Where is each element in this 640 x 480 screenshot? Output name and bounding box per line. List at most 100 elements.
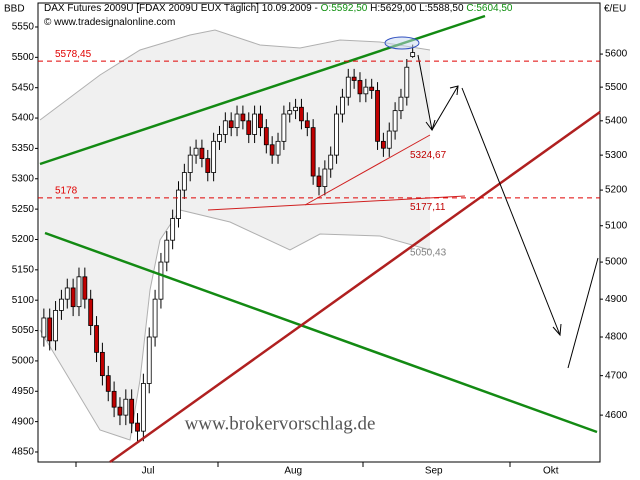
- candle-body: [234, 113, 240, 129]
- annotation: 5050,43: [410, 247, 447, 258]
- candle-body: [99, 351, 105, 377]
- y-tick-label: 4900: [12, 416, 35, 427]
- y2-tick-label: 5600: [605, 49, 628, 60]
- candle-body: [410, 52, 416, 57]
- x-tick-label: Jul: [142, 466, 155, 477]
- x-tick-label: Okt: [543, 466, 559, 477]
- y2-axis-title: €/EU: [604, 4, 626, 15]
- header-title: DAX Futures 2009U [FDAX 2009U EUX Täglic…: [44, 3, 318, 14]
- candle-body: [351, 76, 357, 81]
- candle-body: [199, 147, 205, 159]
- candle-body: [135, 422, 140, 432]
- y-tick-label: 5000: [12, 356, 35, 367]
- candle-body: [193, 147, 199, 156]
- candle-body: [170, 218, 176, 241]
- candle-body: [105, 375, 111, 392]
- trend-line: [44, 231, 598, 434]
- candle-body: [246, 120, 252, 135]
- y-tick-label: 5350: [12, 143, 35, 154]
- candle-body: [222, 120, 228, 135]
- y2-tick-label: 4800: [605, 332, 628, 343]
- x-tick-label: Aug: [284, 466, 302, 477]
- month-ticks: [75, 462, 511, 467]
- candle-body: [287, 110, 293, 115]
- candle-body: [64, 287, 70, 300]
- candle-body: [328, 154, 334, 170]
- y-tick-label: 5450: [12, 82, 35, 93]
- candle-body: [363, 86, 369, 95]
- header-high-low: H:5629,00 L:5588,50: [370, 3, 464, 14]
- y-tick-label: 4850: [12, 447, 35, 458]
- candle-body: [375, 90, 380, 142]
- candle-body: [281, 113, 287, 142]
- candle-body: [158, 261, 164, 300]
- header-open: O:5592,50: [320, 3, 368, 14]
- candle-body: [123, 398, 129, 416]
- marks: [41, 44, 416, 442]
- y-tick-label: 5550: [12, 22, 35, 33]
- y-tick-label: 5150: [12, 264, 35, 275]
- trend-line: [109, 110, 601, 464]
- y-tick-label: 5050: [12, 325, 35, 336]
- y-tick-label: 4950: [12, 386, 35, 397]
- candle-body: [146, 336, 152, 384]
- copyright: © www.tradesignalonline.com: [44, 17, 176, 28]
- candle-body: [369, 86, 375, 91]
- candle-body: [398, 96, 404, 112]
- y-tick-label: 5250: [12, 204, 35, 215]
- candle-body: [76, 276, 82, 308]
- candle-body: [322, 168, 328, 187]
- candle-body: [293, 106, 298, 112]
- candle-body: [345, 76, 351, 98]
- candle-body: [404, 66, 410, 98]
- y2-tick-label: 5200: [605, 185, 628, 196]
- candle-body: [176, 189, 181, 219]
- candle-body: [316, 175, 322, 187]
- candle-body: [275, 140, 281, 156]
- y-tick-label: 5500: [12, 52, 35, 63]
- candle-body: [82, 276, 88, 300]
- y-tick-label: 5200: [12, 234, 35, 245]
- candle-body: [357, 80, 363, 95]
- y2-tick-label: 4600: [605, 410, 628, 421]
- candle-body: [152, 298, 158, 338]
- candle-body: [129, 398, 135, 424]
- y-tick-label: 5100: [12, 295, 35, 306]
- candle-body: [181, 172, 187, 191]
- candle-body: [304, 120, 310, 129]
- y2-tick-label: 4900: [605, 294, 628, 305]
- candle-body: [217, 134, 222, 142]
- candle-body: [299, 106, 304, 122]
- candle-body: [386, 130, 392, 149]
- candle-body: [205, 158, 211, 173]
- candle-body: [111, 390, 117, 408]
- candle-body: [380, 140, 386, 149]
- candle-body: [340, 96, 345, 115]
- candle-body: [140, 383, 146, 432]
- candle-body: [88, 298, 94, 326]
- y-tick-label: 5400: [12, 113, 35, 124]
- y2-tick-label: 5300: [605, 150, 628, 161]
- y-tick-label: 5300: [12, 173, 35, 184]
- candle-body: [41, 317, 47, 338]
- watermark: www.brokervorschlag.de: [185, 413, 376, 434]
- header-close: C:5604,50: [466, 3, 513, 14]
- highlight: [384, 36, 420, 50]
- support-line: [207, 195, 466, 211]
- candle-body: [263, 127, 269, 146]
- candle-body: [164, 239, 170, 263]
- candle-body: [392, 110, 398, 132]
- candle-body: [117, 406, 123, 416]
- x-tick-label: Sep: [425, 466, 443, 477]
- y2-tick-label: 5500: [605, 82, 628, 93]
- y2-tick-label: 5000: [605, 257, 628, 268]
- support-line: [304, 134, 431, 206]
- candle-body: [53, 310, 58, 342]
- candle-body: [187, 154, 193, 173]
- level-label: 5178: [55, 186, 78, 197]
- y2-tick-label: 5100: [605, 220, 628, 231]
- arrows: [417, 54, 599, 369]
- candle-body: [310, 127, 316, 177]
- level-label: 5578,45: [55, 49, 92, 60]
